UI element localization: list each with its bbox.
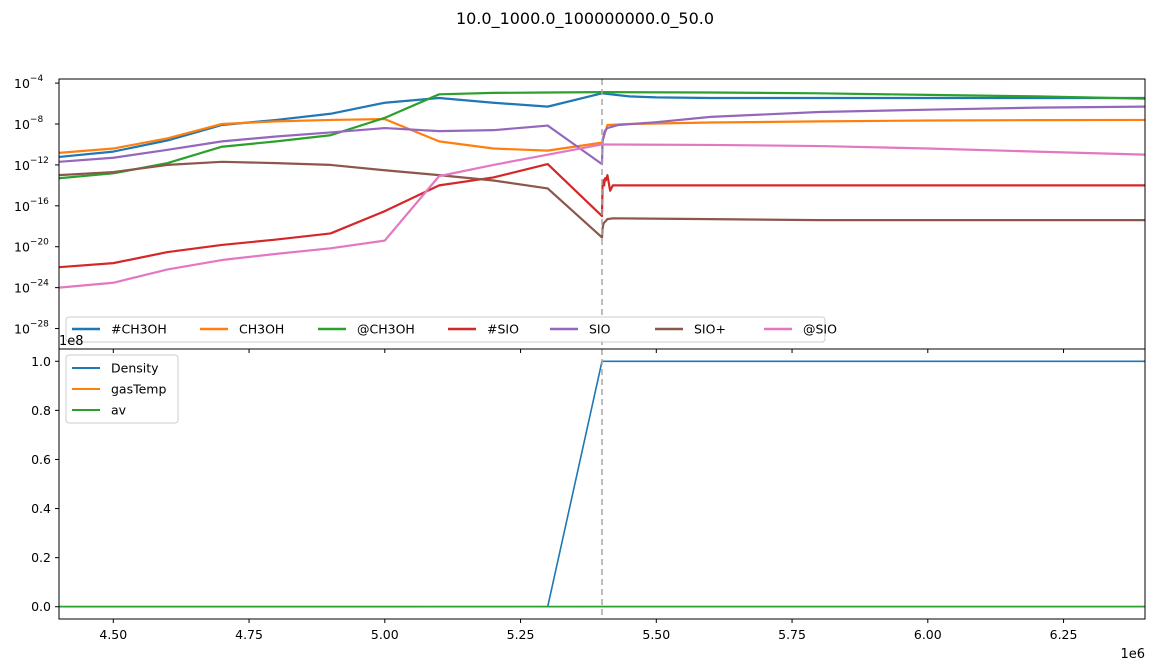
series-line-sio [59,105,1145,166]
legend-label-ch3oh: #CH3OH [111,322,167,337]
figure-title: 10.0_1000.0_100000000.0_50.0 [456,9,714,29]
x-multiplier-label: 1e6 [1120,647,1145,662]
top-y-tick-exponent: −8 [30,115,44,125]
series-line-ch3oh [59,91,1145,180]
bottom-y-tick-label: 0.4 [31,501,51,516]
legend-label-av: av [111,403,127,418]
bottom-x-tick-label: 6.00 [914,627,942,642]
species-abundance-chart: 10−4 10−8 10−12 10−16 10−20 10−24 10−28 #CH3OH… [14,74,1146,353]
bottom-y-tick-label: 0.0 [31,599,51,614]
bottom-legend: Density gasTemp av [65,354,179,424]
legend-label-density: Density [111,361,159,376]
top-y-tick-label: 10−28 [14,320,49,337]
series-line-sio [59,160,1145,239]
bottom-x-tick-label: 5.25 [507,627,535,642]
bottom-y-axis-ticks: 0.0 0.2 0.4 0.6 0.8 1.0 [31,354,59,614]
top-legend: #CH3OH CH3OH @CH3OH #SIO SIO SIO+ @SIO [65,316,837,343]
bottom-axes-frame [58,348,1146,620]
top-y-tick-exponent: −24 [30,279,49,289]
top-y-tick-label: 10−16 [14,197,49,214]
y-multiplier-label: 1e8 [59,334,84,349]
bottom-y-tick-label: 1.0 [31,354,51,369]
top-y-tick-exponent: −16 [30,197,49,207]
series-line-sio [59,143,1145,289]
physical-parameters-chart: 1e8 0.0 0.2 0.4 0.6 0.8 1.0 4.50 4.75 5.00 5.25 5… [31,334,1146,662]
series-line-ch3oh [59,118,1145,154]
legend-label-gastemp: gasTemp [111,382,166,397]
legend-label-ch3oh: @CH3OH [357,322,415,337]
legend-label-ch3oh: CH3OH [239,322,284,337]
top-legend-box [65,316,826,343]
series-line-sio [59,163,1145,269]
top-y-tick-label: 10−4 [14,74,43,91]
legend-label-sio: SIO+ [694,322,726,337]
bottom-series-lines [58,360,1145,608]
legend-label-sio: @SIO [803,322,837,337]
top-y-tick-exponent: −4 [30,74,44,84]
top-y-tick-exponent: −12 [30,156,49,166]
bottom-x-tick-label: 4.50 [99,627,127,642]
bottom-x-tick-label: 4.75 [235,627,263,642]
top-y-tick-label: 10−24 [14,279,49,296]
bottom-y-tick-label: 0.2 [31,550,51,565]
top-y-tick-exponent: −28 [30,320,49,330]
legend-label-sio: SIO [589,322,611,337]
bottom-y-tick-label: 0.6 [31,452,51,467]
bottom-legend-box [65,354,179,424]
bottom-x-tick-label: 5.50 [642,627,670,642]
top-y-axis-ticks: 10−4 10−8 10−12 10−16 10−20 10−24 10−28 [14,74,1065,353]
top-y-tick-exponent: −20 [30,238,49,248]
bottom-x-tick-label: 6.25 [1050,627,1078,642]
top-y-tick-label: 10−8 [14,115,43,132]
top-y-tick-label: 10−12 [14,156,49,173]
bottom-x-tick-label: 5.00 [371,627,399,642]
top-series-lines [59,91,1145,289]
top-y-tick-label: 10−20 [14,238,49,255]
bottom-x-tick-label: 5.75 [778,627,806,642]
series-line-ch3oh [59,92,1145,159]
bottom-y-tick-label: 0.8 [31,403,51,418]
bottom-x-axis-ticks: 4.50 4.75 5.00 5.25 5.50 5.75 6.00 6.25 [99,619,1077,642]
legend-label-sio: #SIO [487,322,519,337]
